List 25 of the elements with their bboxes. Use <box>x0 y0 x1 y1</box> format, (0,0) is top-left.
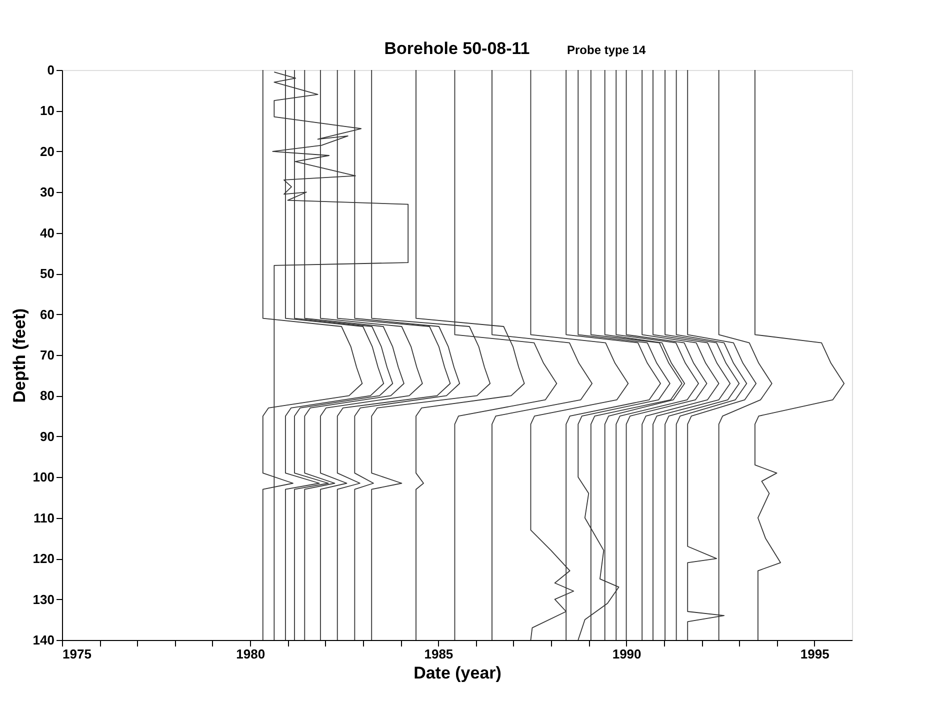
y-tick-label: 60 <box>40 306 54 322</box>
y-tick-label: 30 <box>40 184 54 200</box>
y-tick-label: 10 <box>40 103 54 118</box>
x-tick-label: 1995 <box>800 646 830 662</box>
y-axis-title: Depth (feet) <box>10 308 29 403</box>
y-tick-label: 140 <box>32 632 54 648</box>
y-tick-label: 40 <box>40 225 54 240</box>
x-tick-label: 1985 <box>424 646 454 662</box>
x-axis-title: Date (year) <box>414 664 502 682</box>
line-series <box>754 70 845 640</box>
x-tick-label: 1975 <box>62 646 92 662</box>
y-tick-label: 80 <box>40 388 54 404</box>
chart-subtitle: Probe type 14 <box>567 43 646 57</box>
y-tick-label: 50 <box>40 266 54 282</box>
y-tick-label: 120 <box>32 551 54 566</box>
y-tick-label: 70 <box>40 348 54 362</box>
chart-title: Borehole 50-08-11 <box>384 39 530 58</box>
y-tick-label: 0 <box>47 62 54 78</box>
x-tick-label: 1980 <box>236 646 266 662</box>
y-tick-label: 90 <box>40 428 54 444</box>
y-tick-label: 130 <box>32 592 54 607</box>
x-tick-label: 1990 <box>612 646 642 662</box>
y-tick-label: 100 <box>32 470 54 485</box>
y-tick-label: 20 <box>40 144 54 159</box>
y-tick-label: 110 <box>34 510 54 526</box>
